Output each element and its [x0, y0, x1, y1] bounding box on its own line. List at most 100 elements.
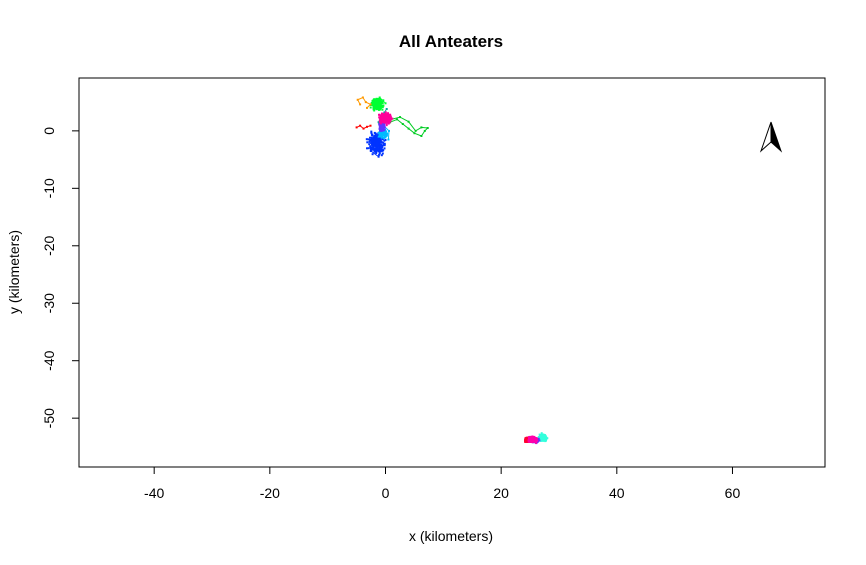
data-point — [526, 438, 529, 441]
data-point — [420, 135, 423, 137]
data-point — [371, 138, 374, 141]
data-point — [387, 122, 390, 125]
data-point — [377, 142, 380, 145]
data-point — [384, 135, 387, 138]
data-point — [396, 118, 399, 121]
x-tick-label: 60 — [725, 485, 741, 501]
data-point — [389, 114, 392, 117]
data-point — [356, 98, 359, 101]
data-point — [386, 119, 389, 122]
data-point — [361, 96, 364, 99]
data-point — [379, 121, 382, 124]
data-point — [525, 440, 527, 443]
data-point — [372, 100, 375, 103]
data-point — [376, 103, 378, 106]
data-point — [369, 103, 372, 106]
data-point — [533, 437, 536, 439]
x-tick-label: -20 — [260, 485, 280, 501]
data-point — [375, 147, 378, 150]
y-tick-label: -40 — [41, 350, 57, 370]
data-point — [377, 155, 380, 158]
data-point — [374, 139, 377, 142]
y-tick-label: -20 — [41, 235, 57, 255]
data-point — [371, 133, 374, 136]
data-point — [372, 107, 375, 110]
data-point — [372, 144, 375, 147]
data-point — [376, 100, 379, 103]
data-point — [382, 104, 385, 107]
series-8 — [378, 111, 394, 127]
series-track — [357, 96, 372, 109]
data-point — [376, 134, 379, 137]
data-point — [366, 125, 368, 128]
data-point — [370, 139, 373, 142]
data-point — [386, 132, 389, 135]
data-point — [379, 119, 382, 122]
data-point — [378, 153, 381, 156]
data-point — [379, 99, 382, 102]
x-tick-label: 40 — [609, 485, 625, 501]
data-point — [367, 138, 370, 141]
data-point — [388, 115, 391, 118]
north-arrow-icon — [759, 121, 783, 153]
data-point — [540, 436, 543, 439]
x-tick-label: 0 — [382, 485, 390, 501]
data-point — [372, 146, 375, 148]
y-axis-label: y (kilometers) — [6, 230, 22, 314]
series-3 — [356, 96, 372, 109]
data-point — [370, 130, 373, 133]
data-point — [379, 146, 382, 149]
data-point — [535, 441, 538, 444]
data-point — [538, 436, 541, 439]
data-point — [370, 131, 373, 134]
data-point — [369, 149, 372, 152]
data-point — [373, 105, 376, 108]
data-point — [375, 137, 378, 140]
data-point — [383, 114, 386, 117]
y-tick-label: -10 — [41, 178, 57, 198]
data-point — [423, 129, 426, 132]
series-12 — [527, 435, 539, 444]
data-point — [370, 142, 373, 145]
data-point — [373, 149, 376, 152]
data-point — [384, 136, 387, 139]
data-point — [359, 103, 362, 106]
data-point — [374, 99, 377, 102]
data-point — [369, 124, 372, 127]
data-point — [380, 124, 383, 127]
data-point — [378, 96, 381, 99]
data-point — [383, 131, 386, 134]
data-point — [378, 152, 381, 155]
data-point — [385, 130, 388, 133]
data-point — [383, 111, 386, 114]
data-point — [381, 131, 384, 134]
series-2 — [389, 116, 429, 137]
data-point — [377, 149, 380, 152]
data-point — [379, 125, 382, 128]
data-point — [376, 142, 379, 145]
data-point — [384, 102, 387, 105]
data-point — [401, 123, 404, 125]
data-point — [380, 149, 383, 152]
data-point — [380, 154, 383, 157]
data-point — [383, 113, 386, 116]
data-point — [373, 131, 376, 134]
data-point — [381, 138, 384, 141]
data-point — [376, 107, 379, 110]
data-point — [540, 439, 543, 442]
data-point — [374, 107, 377, 109]
data-point — [544, 440, 547, 443]
data-point — [370, 136, 373, 139]
data-point — [536, 439, 539, 442]
data-point — [387, 114, 390, 117]
data-point — [362, 127, 365, 130]
data-point — [383, 139, 386, 142]
data-point — [420, 126, 423, 129]
data-point — [380, 147, 383, 150]
data-point — [407, 120, 410, 123]
data-point — [382, 130, 384, 133]
chart-title: All Anteaters — [399, 32, 503, 51]
data-point — [380, 102, 383, 105]
data-point — [376, 102, 379, 105]
data-point — [370, 146, 373, 149]
